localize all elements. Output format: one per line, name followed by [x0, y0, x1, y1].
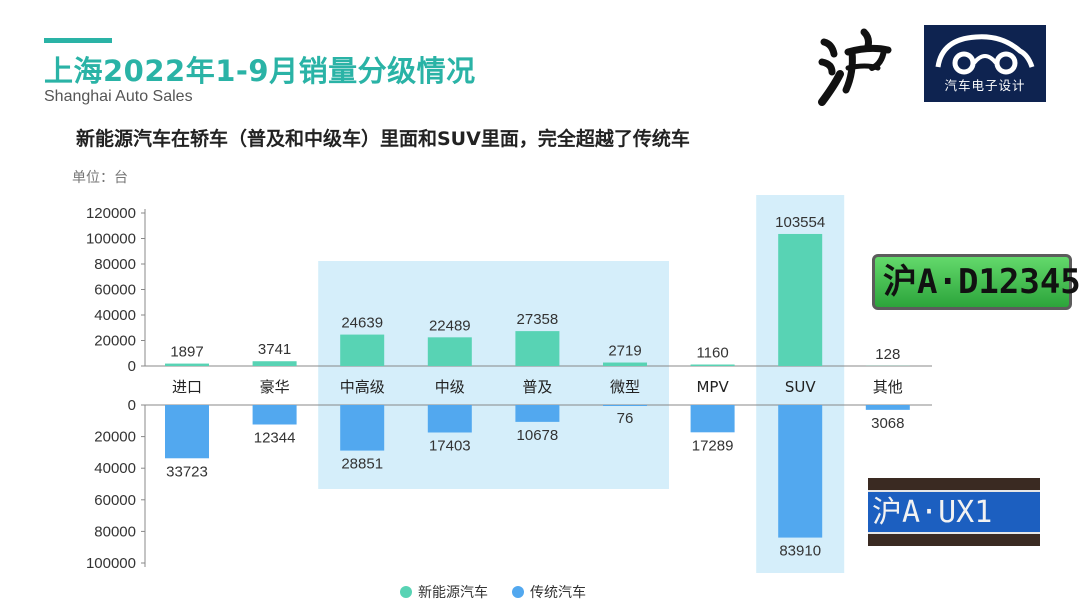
page-subtitle: Shanghai Auto Sales	[44, 88, 193, 105]
lower-tick-label: 20000	[94, 429, 136, 446]
legend-item-nev: 新能源汽车	[400, 582, 488, 602]
lower-tick-label: 0	[128, 397, 136, 414]
title-accent-bar	[44, 38, 112, 43]
brand-logo: 汽车电子设计	[924, 25, 1046, 102]
bar-nev	[427, 337, 472, 366]
data-label-traditional: 3068	[871, 415, 904, 432]
bar-traditional	[515, 405, 560, 422]
chart-legend: 新能源汽车 传统汽车	[400, 582, 586, 602]
category-label: 其他	[873, 378, 903, 396]
data-label-nev: 128	[875, 346, 900, 363]
data-label-traditional: 28851	[341, 456, 383, 473]
category-label: 进口	[172, 378, 202, 396]
bar-traditional	[340, 405, 385, 451]
bar-traditional	[778, 405, 823, 538]
category-label: 豪华	[260, 378, 290, 396]
data-label-nev: 24639	[341, 315, 383, 332]
category-label: 中级	[435, 378, 465, 396]
lower-tick-label: 100000	[86, 555, 136, 572]
calligraphy-hu-logo	[818, 28, 892, 106]
data-label-traditional: 10678	[517, 427, 559, 444]
unit-label: 单位：台	[72, 170, 128, 186]
legend-dot-nev	[400, 586, 412, 598]
upper-tick-label: 60000	[94, 282, 136, 299]
bar-nev	[603, 362, 647, 366]
bar-traditional	[690, 405, 735, 433]
data-label-traditional: 17403	[429, 437, 471, 454]
legend-label-traditional: 传统汽车	[530, 585, 586, 601]
data-label-traditional: 33723	[166, 463, 208, 480]
license-plate-blue-photo: 沪A·UX1	[868, 478, 1040, 546]
bar-nev	[340, 334, 385, 366]
bar-nev	[252, 361, 297, 366]
data-label-traditional: 17289	[692, 437, 734, 454]
bar-traditional	[427, 405, 472, 433]
legend-item-traditional: 传统汽车	[512, 582, 586, 602]
bar-nev	[515, 331, 560, 366]
data-label-nev: 3741	[258, 341, 291, 358]
data-label-nev: 27358	[517, 311, 559, 328]
lower-tick-label: 80000	[94, 523, 136, 540]
data-label-nev: 22489	[429, 317, 471, 334]
upper-tick-label: 120000	[86, 205, 136, 222]
upper-tick-label: 80000	[94, 256, 136, 273]
bar-traditional	[865, 405, 910, 410]
category-label: 微型	[610, 378, 640, 396]
car-outline-icon	[935, 34, 1035, 75]
page-title: 上海2022年1-9月销量分级情况	[44, 54, 476, 88]
upper-tick-label: 20000	[94, 333, 136, 350]
license-plate-blue: 沪A·UX1	[868, 490, 1040, 534]
lower-tick-label: 60000	[94, 492, 136, 509]
highlight-box-0	[318, 261, 669, 489]
upper-tick-label: 40000	[94, 307, 136, 324]
chart-headline: 新能源汽车在轿车（普及和中级车）里面和SUV里面，完全超越了传统车	[76, 128, 690, 150]
legend-dot-traditional	[512, 586, 524, 598]
legend-label-nev: 新能源汽车	[418, 585, 488, 601]
bar-nev	[165, 363, 209, 366]
brand-name: 汽车电子设计	[944, 78, 1026, 93]
bar-traditional	[252, 405, 297, 425]
data-label-nev: 1160	[696, 345, 728, 362]
category-label: 普及	[522, 378, 552, 396]
data-label-traditional: 76	[617, 410, 634, 427]
data-label-traditional: 83910	[779, 543, 821, 560]
upper-tick-label: 0	[128, 358, 136, 375]
bar-nev	[778, 233, 823, 366]
data-label-nev: 103554	[775, 214, 825, 231]
license-plate-green: 沪A·D12345	[872, 254, 1080, 310]
data-label-nev: 2719	[608, 343, 641, 360]
category-label: 中高级	[340, 378, 385, 396]
upper-tick-label: 100000	[86, 231, 136, 248]
lower-tick-label: 40000	[94, 460, 136, 477]
bar-traditional	[165, 405, 209, 459]
data-label-nev: 1897	[170, 344, 203, 361]
bar-traditional	[603, 405, 647, 406]
data-label-traditional: 12344	[254, 430, 296, 447]
category-label: MPV	[696, 378, 729, 396]
bar-nev	[690, 364, 735, 366]
category-label: SUV	[785, 378, 817, 396]
